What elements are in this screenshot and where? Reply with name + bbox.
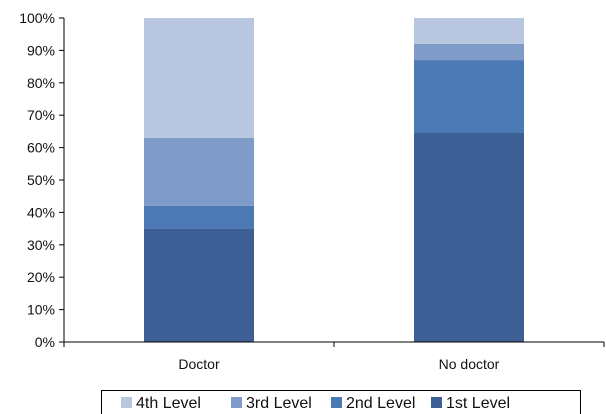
y-tick-label: 0% — [35, 334, 55, 350]
bar-doctor-2nd-level — [144, 205, 254, 229]
legend-label: 4th Level — [136, 395, 201, 412]
y-tick-label: 40% — [27, 204, 55, 220]
bar-doctor-1st-level — [144, 228, 254, 342]
legend: 4th Level 3rd Level 2nd Level 1st Level — [101, 390, 581, 414]
x-tick-label: No doctor — [439, 356, 500, 372]
y-tick-label: 100% — [19, 10, 55, 26]
legend-swatch — [431, 397, 442, 408]
y-tick-label: 50% — [27, 172, 55, 188]
y-tick-label: 10% — [27, 302, 55, 318]
bar-no-doctor-4th-level — [414, 18, 524, 44]
y-tick-label: 70% — [27, 107, 55, 123]
legend-swatch — [231, 397, 242, 408]
legend-swatch — [121, 397, 132, 408]
bar-no-doctor-2nd-level — [414, 60, 524, 133]
y-tick-label: 30% — [27, 237, 55, 253]
bar-group — [144, 18, 524, 342]
bar-doctor-3rd-level — [144, 137, 254, 206]
bar-no-doctor-1st-level — [414, 133, 524, 342]
legend-swatch — [331, 397, 342, 408]
y-tick-label: 80% — [27, 75, 55, 91]
y-tick-label: 90% — [27, 42, 55, 58]
y-tick-label: 20% — [27, 269, 55, 285]
axes: Doctor No doctor 0% 10% 20% 30% 40% 50% 60% 70% 80… — [19, 10, 605, 372]
y-tick-label: 60% — [27, 140, 55, 156]
legend-label: 3rd Level — [246, 395, 312, 412]
x-tick-label: Doctor — [178, 356, 220, 372]
bar-doctor-4th-level — [144, 18, 254, 138]
legend-label: 2nd Level — [346, 395, 415, 412]
legend-label: 1st Level — [446, 395, 510, 412]
bar-no-doctor-3rd-level — [414, 43, 524, 61]
